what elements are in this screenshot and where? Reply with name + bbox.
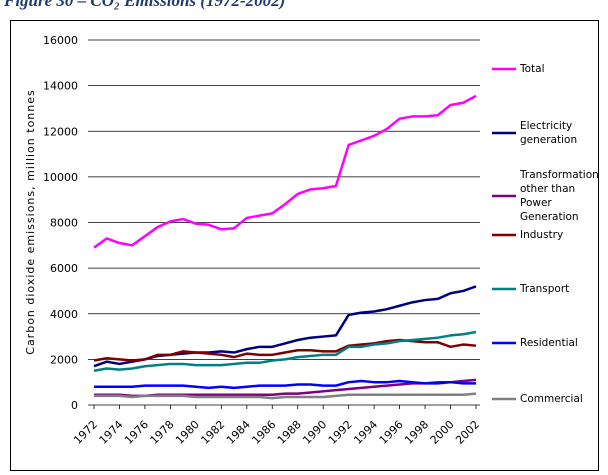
series-line <box>93 94 477 249</box>
x-tick-label: 1976 <box>122 418 151 447</box>
chart-title: Figure 30 – CO₂ Emissions (1972-2002) <box>3 0 285 10</box>
x-tick-label: 1990 <box>300 418 329 447</box>
x-tick-label: 1984 <box>224 418 253 447</box>
y-tick-label: 8000 <box>50 217 78 230</box>
y-tick-label: 12000 <box>43 125 78 138</box>
y-tick-label: 10000 <box>43 171 78 184</box>
y-tick-label: 2000 <box>50 353 78 366</box>
legend-label: Residential <box>520 337 578 349</box>
legend-label: Industry <box>520 229 564 241</box>
y-tick-label: 4000 <box>50 308 78 321</box>
series-line <box>93 285 477 368</box>
legend-label: Electricity generation <box>520 120 578 146</box>
x-tick-label: 1986 <box>249 418 278 447</box>
x-tick-label: 1998 <box>402 418 431 447</box>
x-tick-label: 1974 <box>97 418 126 447</box>
x-tick-label: 1980 <box>173 418 202 447</box>
series-line <box>93 330 477 373</box>
legend-label: Commercial <box>520 393 583 405</box>
x-tick-label: 1982 <box>198 418 227 447</box>
x-tick-label: 1992 <box>326 418 355 447</box>
legend-label: Total <box>520 63 545 75</box>
x-tick-label: 1988 <box>275 418 304 447</box>
y-axis-label: Carbon dioxide emissions, million tonnes <box>24 89 37 354</box>
series-line <box>94 379 476 390</box>
series-line <box>94 392 477 400</box>
x-tick-label: 2002 <box>453 418 482 447</box>
x-tick-label: 1996 <box>377 418 406 447</box>
legend-label: Transformation other than Power Generati… <box>520 169 599 223</box>
x-tick-label: 1994 <box>351 418 380 447</box>
chart-border <box>10 20 599 471</box>
y-tick-label: 16000 <box>43 34 78 47</box>
legend-label: Transport <box>520 283 570 295</box>
y-tick-label: 0 <box>71 399 78 412</box>
y-tick-label: 6000 <box>50 262 78 275</box>
x-tick-label: 1978 <box>148 418 177 447</box>
x-tick-label: 1972 <box>71 418 100 447</box>
y-tick-label: 14000 <box>43 80 78 93</box>
x-tick-label: 2000 <box>428 418 457 447</box>
